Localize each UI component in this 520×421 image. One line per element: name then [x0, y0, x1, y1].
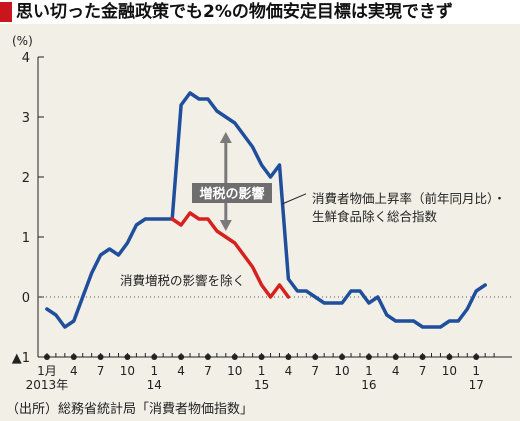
- x-major-tick-dot: [151, 354, 158, 360]
- cpi-core-series-line: [45, 91, 487, 329]
- source-note: （出所）総務省統計局「消費者物価指数」: [6, 402, 254, 417]
- x-year-label: 14: [147, 378, 162, 392]
- x-tick-label: 4: [285, 364, 293, 378]
- cpi-core-leader-line: [281, 193, 307, 205]
- tax-impact-label: 増税の影響: [199, 186, 264, 202]
- x-major-tick-dot: [204, 354, 211, 360]
- x-major-tick-dot: [419, 354, 426, 360]
- x-major-tick-dot: [446, 354, 453, 360]
- cpi-ex-tax-series-line: [170, 211, 291, 299]
- x-tick-label: 7: [419, 364, 427, 378]
- x-major-tick-dot: [178, 354, 185, 360]
- x-tick-label: 1: [472, 364, 480, 378]
- x-year-label: 15: [254, 378, 269, 392]
- x-major-tick-dot: [43, 354, 50, 360]
- x-year-label: 16: [361, 378, 376, 392]
- title-bar: 思い切った金融政策でも2%の物価安定目標は実現できず: [0, 0, 520, 24]
- x-tick-label: 1: [258, 364, 266, 378]
- cpi-ex-tax-series-label: 消費増税の影響を除く: [120, 273, 245, 288]
- title-accent-mark: [0, 2, 12, 22]
- x-major-tick-dot: [70, 354, 77, 360]
- y-tick-label: 0: [22, 291, 30, 306]
- y-tick-label: 4: [22, 51, 30, 66]
- x-tick-label: 7: [204, 364, 212, 378]
- x-tick-label: 7: [97, 364, 105, 378]
- x-major-tick-dot: [339, 354, 346, 360]
- tax-impact-label-box: [192, 183, 272, 203]
- y-tick-label: ▲1: [12, 351, 30, 366]
- x-year-label: 2013年: [26, 378, 69, 392]
- y-axis-unit-label: (%): [12, 34, 33, 48]
- tax-impact-arrow-head-down: [219, 220, 232, 231]
- x-tick-label: 4: [70, 364, 78, 378]
- x-tick-label: 10: [442, 364, 457, 378]
- x-tick-label: 10: [227, 364, 242, 378]
- x-major-tick-dot: [258, 354, 265, 360]
- y-tick-label: 1: [22, 231, 30, 246]
- tax-impact-arrow-head-up: [219, 132, 232, 143]
- chart-title: 思い切った金融政策でも2%の物価安定目標は実現できず: [16, 2, 453, 22]
- x-tick-label: 1: [150, 364, 158, 378]
- y-tick-label: 3: [22, 111, 30, 126]
- x-tick-label: 4: [177, 364, 185, 378]
- x-tick-label: 1月: [37, 364, 57, 378]
- x-major-tick-dot: [312, 354, 319, 360]
- cpi-core-series-label: 生鮮食品除く総合指数: [312, 209, 438, 224]
- x-tick-label: 7: [311, 364, 319, 378]
- x-major-tick-dot: [231, 354, 238, 360]
- x-major-tick-dot: [97, 354, 104, 360]
- x-tick-label: 1: [365, 364, 373, 378]
- x-tick-label: 4: [392, 364, 400, 378]
- x-major-tick-dot: [473, 354, 480, 360]
- x-major-tick-dot: [124, 354, 131, 360]
- x-tick-label: 10: [120, 364, 135, 378]
- x-tick-label: 10: [334, 364, 349, 378]
- cpi-core-series-label: 消費者物価上昇率（前年同月比）・: [312, 191, 506, 206]
- x-major-tick-dot: [365, 354, 372, 360]
- x-major-tick-dot: [285, 354, 292, 360]
- y-tick-label: 2: [22, 171, 30, 186]
- x-major-tick-dot: [392, 354, 399, 360]
- x-year-label: 17: [469, 378, 484, 392]
